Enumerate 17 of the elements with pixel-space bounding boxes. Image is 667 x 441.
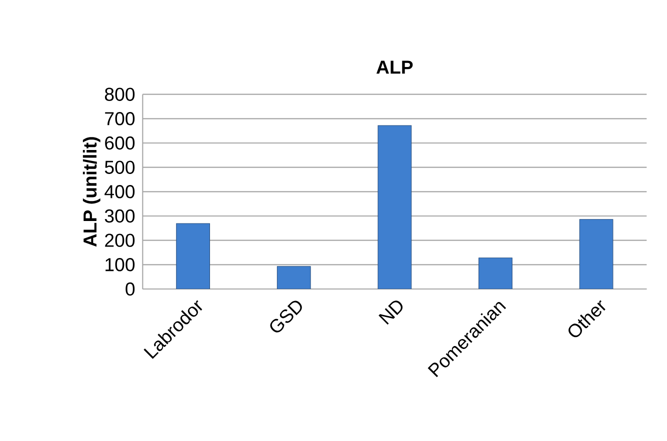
- bar: [478, 258, 512, 289]
- bar: [176, 223, 210, 289]
- y-tick-label: 200: [105, 234, 135, 247]
- y-tick-label: 400: [104, 185, 135, 198]
- y-tick-label: 500: [104, 160, 135, 174]
- y-tick-label: 600: [105, 136, 135, 150]
- bar: [579, 219, 614, 289]
- y-axis-title: ALP (unit/lit): [82, 137, 100, 247]
- x-tick-label: ND: [378, 300, 403, 325]
- y-tick-label: 300: [104, 209, 135, 223]
- y-tick-label: 700: [105, 112, 135, 126]
- bar: [378, 125, 412, 289]
- bar: [276, 266, 311, 289]
- y-tick-label: 100: [106, 258, 135, 272]
- y-tick-label: 800: [104, 88, 135, 101]
- chart-title: ALP: [376, 60, 413, 74]
- y-tick-label: 0: [126, 282, 135, 296]
